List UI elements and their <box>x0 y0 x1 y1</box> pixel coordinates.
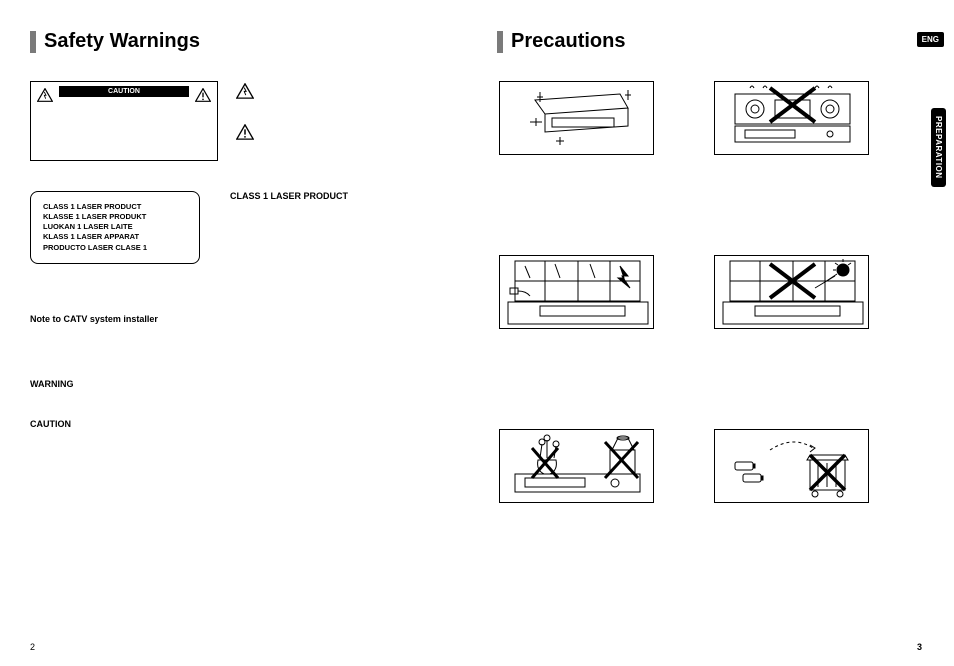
catv-note: Note to CATV system installer <box>30 314 447 324</box>
language-badge: ENG <box>917 32 944 47</box>
laser-row: CLASS 1 LASER PRODUCT KLASSE 1 LASER PRO… <box>30 191 447 264</box>
laser-product-box: CLASS 1 LASER PRODUCT KLASSE 1 LASER PRO… <box>30 191 200 264</box>
side-triangle-group <box>236 81 254 145</box>
section-tab: PREPARATION <box>931 108 946 187</box>
illustration-clearance <box>499 81 654 155</box>
laser-line: PRODUCTO LASER CLASE 1 <box>43 243 187 253</box>
exclamation-triangle-icon <box>236 124 254 145</box>
heading-text: Precautions <box>511 30 625 53</box>
heading-bar <box>30 31 36 53</box>
laser-line: KLASSE 1 LASER PRODUKT <box>43 212 187 222</box>
laser-line: CLASS 1 LASER PRODUCT <box>43 202 187 212</box>
precautions-heading: Precautions <box>497 30 914 53</box>
lightning-triangle-icon <box>236 83 254 104</box>
page-number-right: 3 <box>917 642 922 652</box>
caution-label: CAUTION <box>59 86 189 97</box>
page-spread: Safety Warnings CAUTION <box>0 0 954 666</box>
heading-bar <box>497 31 503 53</box>
illustration-liquid <box>499 429 654 503</box>
warning-label: WARNING <box>30 379 447 389</box>
caution-box: CAUTION <box>30 81 218 161</box>
heading-text: Safety Warnings <box>44 30 200 53</box>
illustration-sunlight <box>714 255 869 329</box>
warning-row: CAUTION <box>30 81 447 161</box>
illustration-battery-disposal <box>714 429 869 503</box>
right-page: ENG PREPARATION Precautions <box>477 0 954 666</box>
exclamation-triangle-icon <box>195 88 211 107</box>
safety-warnings-heading: Safety Warnings <box>30 30 447 53</box>
illustration-unplug-storm <box>499 255 654 329</box>
laser-line: KLASS 1 LASER APPARAT <box>43 232 187 242</box>
caution-label-text: CAUTION <box>30 419 447 429</box>
left-page: Safety Warnings CAUTION <box>0 0 477 666</box>
laser-line: LUOKAN 1 LASER LAITE <box>43 222 187 232</box>
illustration-heat-source <box>714 81 869 155</box>
illustration-grid <box>499 81 914 503</box>
lightning-triangle-icon <box>37 88 53 107</box>
laser-label: CLASS 1 LASER PRODUCT <box>230 191 348 201</box>
page-number-left: 2 <box>30 642 35 652</box>
